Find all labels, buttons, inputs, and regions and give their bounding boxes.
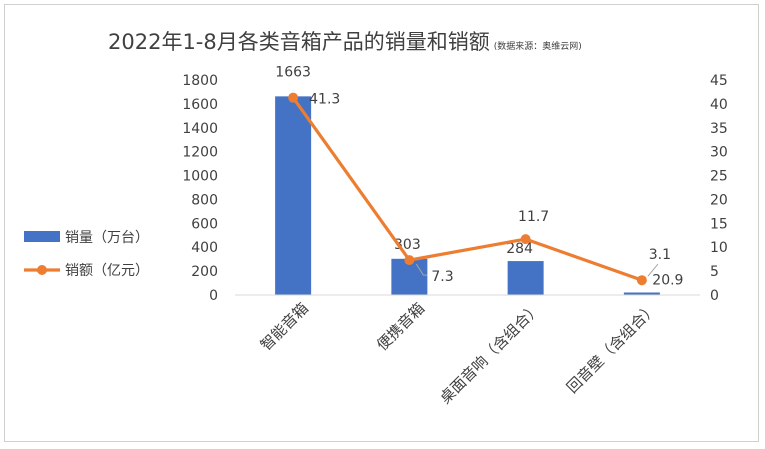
category-label: 智能音箱 <box>257 299 312 354</box>
label-leader-line <box>647 263 659 277</box>
line-point <box>404 255 415 266</box>
left-axis-tick-label: 1000 <box>182 169 218 185</box>
legend-bar-swatch <box>24 231 60 242</box>
right-axis-tick-label: 25 <box>710 169 728 185</box>
bar <box>507 261 544 295</box>
bar <box>275 96 312 295</box>
label-leader-line <box>415 263 428 276</box>
left-axis-tick-label: 1200 <box>182 145 218 161</box>
bar-value-label: 20.9 <box>652 273 683 289</box>
chart-title: 2022年1-8月各类音箱产品的销量和销额 (数据来源：奥维云网) <box>108 26 582 56</box>
bar-value-label: 1663 <box>275 64 311 80</box>
left-axis-tick-label: 800 <box>191 192 218 208</box>
line-series: 41.3 7.3 11.7 3.1 <box>288 92 671 286</box>
right-axis-tick-label: 0 <box>710 288 719 304</box>
right-axis-tick-label: 5 <box>710 264 719 280</box>
line-value-label: 7.3 <box>431 269 453 285</box>
line-point <box>520 234 531 245</box>
legend-line-label: 销额（亿元） <box>65 263 149 279</box>
bar <box>623 292 660 295</box>
right-axis-tick-label: 35 <box>710 121 728 137</box>
x-axis-labels: 智能音箱 便携音箱 桌面音响（含组合） 回音壁（含组合） <box>257 299 661 407</box>
category-label: 便携音箱 <box>373 299 428 354</box>
right-axis-tick-label: 15 <box>710 216 728 232</box>
line-point <box>288 92 299 103</box>
line-value-label: 3.1 <box>649 247 671 263</box>
left-axis-tick-label: 200 <box>191 264 218 280</box>
line-point <box>636 275 647 286</box>
line-value-label: 11.7 <box>518 209 549 225</box>
left-axis-tick-label: 1800 <box>182 73 218 89</box>
chart-title-text: 2022年1-8月各类音箱产品的销量和销额 <box>108 30 490 54</box>
legend-bar-label: 销量（万台） <box>65 230 149 246</box>
left-axis-tick-label: 0 <box>209 288 218 304</box>
right-axis-tick-label: 45 <box>710 73 728 89</box>
legend: 销量（万台） 销额（亿元） <box>24 230 149 279</box>
line-value-label: 41.3 <box>309 92 340 108</box>
left-axis-tick-label: 1600 <box>182 97 218 113</box>
right-axis-tick-label: 10 <box>710 240 728 256</box>
right-axis-tick-label: 20 <box>710 192 728 208</box>
left-axis-tick-label: 600 <box>191 216 218 232</box>
source-note: (数据来源：奥维云网) <box>493 42 582 52</box>
category-label: 回音壁（含组合） <box>563 299 661 397</box>
legend-line-marker <box>37 265 47 275</box>
line-path <box>291 96 643 282</box>
right-axis-tick-label: 30 <box>710 145 728 161</box>
right-axis-tick-label: 40 <box>710 97 728 113</box>
bar-value-label: 284 <box>506 241 533 257</box>
left-axis-tick-label: 400 <box>191 240 218 256</box>
right-axis: 0 5 10 15 20 25 30 35 40 45 <box>710 73 728 304</box>
category-label: 桌面音响（含组合） <box>436 299 544 407</box>
left-axis: 0 200 400 600 800 1000 1200 1400 1600 1800 <box>182 73 218 304</box>
left-axis-tick-label: 1400 <box>182 121 218 137</box>
